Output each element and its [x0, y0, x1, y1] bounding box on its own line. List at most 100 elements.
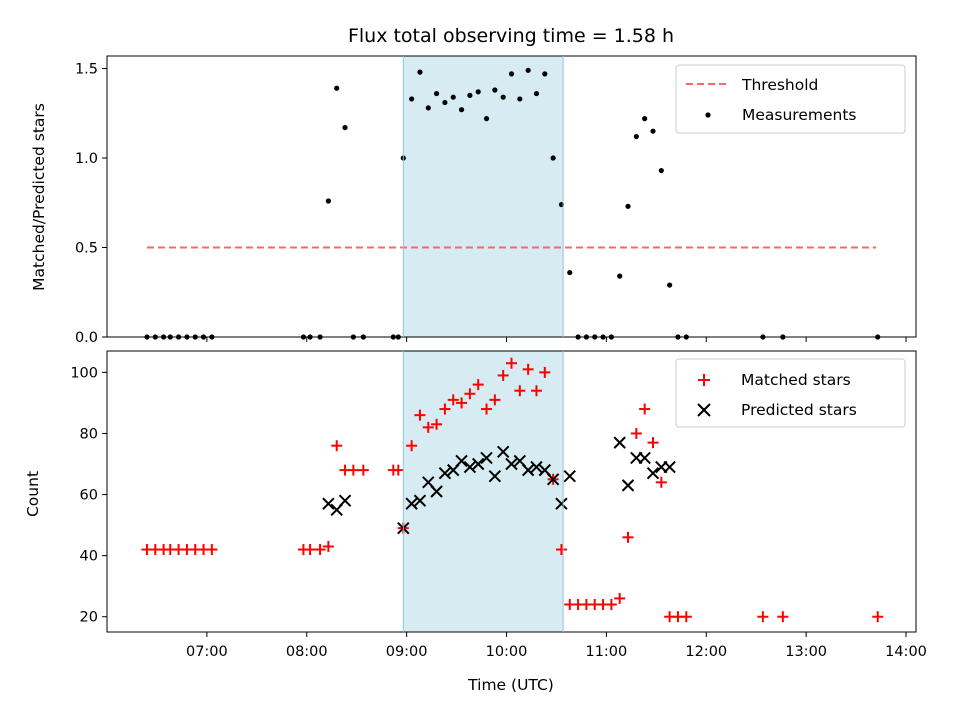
- measurement-point: [334, 85, 340, 91]
- y-tick-label-bottom: 40: [80, 549, 98, 565]
- predicted-star-stroke: [521, 463, 535, 477]
- matched-star-point: [331, 440, 343, 452]
- predicted-star-point: [480, 451, 493, 465]
- matched-star-point: [497, 369, 509, 381]
- predicted-star-point: [472, 457, 485, 471]
- measurement-point: [550, 155, 556, 161]
- predicted-star-stroke: [405, 497, 418, 510]
- y-tick-label-bottom: 80: [80, 426, 98, 442]
- measurement-point: [500, 94, 506, 100]
- measurement-point: [617, 273, 623, 279]
- matched-star-point: [655, 476, 667, 488]
- predicted-star-point: [638, 451, 651, 465]
- predicted-star-point: [322, 497, 335, 510]
- matched-star-point: [406, 440, 418, 452]
- matched-star-point: [357, 464, 369, 476]
- matched-star-point: [464, 388, 476, 400]
- predicted-star-point: [413, 494, 427, 507]
- predicted-star-point: [496, 445, 510, 459]
- matched-star-point: [392, 464, 404, 476]
- predicted-star-stroke: [413, 494, 427, 507]
- matched-star-point: [447, 394, 459, 406]
- legend-measurements-label: Measurements: [742, 106, 857, 124]
- top-legend: Threshold Measurements: [675, 64, 906, 134]
- predicted-star-stroke: [455, 454, 468, 468]
- measurement-point: [467, 92, 473, 98]
- predicted-star-stroke: [530, 460, 543, 474]
- bottom-legend: Matched stars Predicted stars: [675, 358, 906, 428]
- matched-star-point: [414, 409, 426, 421]
- predicted-star-stroke: [513, 454, 527, 468]
- measurement-point: [633, 133, 639, 140]
- matched-star-point: [431, 418, 443, 430]
- predicted-star-point: [488, 470, 502, 483]
- matched-star-point: [489, 394, 501, 406]
- predicted-star-stroke: [555, 497, 568, 510]
- predicted-star-point: [530, 460, 543, 474]
- matched-star-point: [506, 357, 517, 369]
- x-axis-label: Time (UTC): [467, 676, 554, 694]
- matched-star-point: [539, 366, 551, 378]
- measurement-point: [425, 105, 431, 111]
- measurement-point: [542, 71, 548, 77]
- y-tick-label-bottom: 60: [80, 488, 98, 504]
- measurement-point: [417, 69, 423, 75]
- matched-star-point: [456, 397, 468, 409]
- measurement-point: [325, 198, 331, 204]
- predicted-star-stroke: [646, 466, 660, 480]
- measurement-point: [508, 71, 515, 77]
- bottom-legend-box: [675, 358, 906, 428]
- predicted-star-stroke: [438, 466, 452, 480]
- bottom-panel: 07:00 08:00 09:00 10:00 11:00 12:00 13:00 14:00…: [24, 350, 927, 694]
- measurement-point: [433, 90, 440, 97]
- predicted-star-point: [555, 497, 568, 510]
- predicted-stars-points: [322, 436, 676, 535]
- x-tick-label: 08:00: [286, 644, 328, 660]
- matched-star-point: [304, 544, 316, 556]
- measurement-point: [458, 107, 465, 113]
- predicted-star-stroke: [621, 479, 635, 492]
- predicted-star-point: [338, 494, 352, 507]
- matched-star-point: [530, 385, 542, 397]
- measurement-point: [409, 96, 415, 102]
- matched-star-point: [872, 611, 884, 623]
- predicted-star-point: [646, 466, 660, 480]
- matched-star-point: [322, 540, 334, 552]
- predicted-star-point: [546, 473, 560, 486]
- measurement-point: [483, 116, 490, 122]
- predicted-star-stroke: [563, 470, 576, 483]
- x-tick-label: 12:00: [685, 644, 727, 660]
- x-tick-label: 13:00: [785, 644, 827, 660]
- matched-star-point: [514, 385, 526, 397]
- predicted-star-point: [563, 470, 576, 483]
- y-tick-label-bottom: 20: [80, 610, 98, 626]
- measurement-point: [475, 89, 481, 95]
- top-y-axis-label: Matched/Predicted stars: [30, 103, 48, 291]
- matched-star-point: [555, 544, 567, 556]
- predicted-star-point: [621, 479, 635, 492]
- x-tick-label: 10:00: [486, 644, 528, 660]
- measurement-point: [658, 167, 664, 174]
- top-legend-box: [675, 64, 906, 134]
- matched-star-point: [314, 544, 326, 556]
- predicted-star-stroke: [430, 485, 443, 498]
- matched-star-point: [622, 531, 634, 543]
- legend-predicted-swatch: [697, 403, 711, 417]
- predicted-star-stroke: [496, 445, 510, 459]
- predicted-star-stroke: [488, 470, 502, 483]
- predicted-star-stroke: [613, 436, 626, 449]
- matched-star-point: [777, 611, 789, 623]
- matched-star-point: [630, 427, 642, 439]
- matched-star-point: [439, 403, 451, 415]
- measurement-point: [533, 90, 540, 97]
- y-tick-label-bottom: 100: [70, 365, 98, 381]
- measurement-point: [650, 128, 656, 134]
- predicted-star-point: [430, 485, 443, 498]
- x-tick-label: 07:00: [186, 644, 228, 660]
- measurement-point: [492, 87, 498, 93]
- matched-star-point: [206, 544, 218, 556]
- top-plot-frame: [106, 55, 917, 338]
- legend-matched-label: Matched stars: [741, 371, 851, 389]
- y-tick-label-top: 0.0: [75, 330, 98, 346]
